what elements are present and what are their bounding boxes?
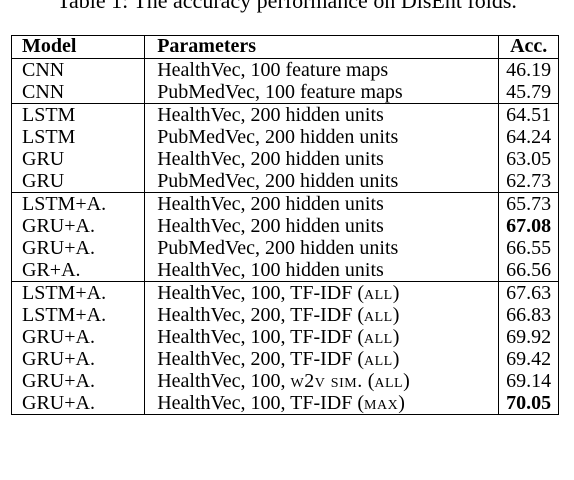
cell-accuracy: 64.24 bbox=[498, 126, 559, 148]
cell-model: GRU+A. bbox=[10, 348, 145, 370]
cell-model: GRU+A. bbox=[10, 237, 145, 259]
cell-parameters: PubMedVec, 200 hidden units bbox=[144, 170, 499, 193]
param-smallcaps: all bbox=[364, 304, 393, 326]
cell-parameters: HealthVec, 200, TF-IDF (all) bbox=[144, 304, 499, 326]
cell-parameters: HealthVec, 100, TF-IDF (all) bbox=[144, 281, 499, 304]
param-text: HealthVec, 200, TF-IDF bbox=[157, 304, 353, 326]
cell-accuracy: 69.14 bbox=[498, 370, 559, 392]
cell-parameters: HealthVec, 200 hidden units bbox=[144, 148, 499, 170]
cell-accuracy: 65.73 bbox=[498, 192, 559, 215]
table-row: GR+A. HealthVec, 100 hidden units 66.56 bbox=[10, 259, 559, 282]
param-smallcaps: all bbox=[364, 348, 393, 370]
table-row: LSTM+A. HealthVec, 200, TF-IDF (all) 66.… bbox=[10, 304, 559, 326]
cell-parameters: PubMedVec, 200 hidden units bbox=[144, 237, 499, 259]
table-row: GRU+A. HealthVec, 100, TF-IDF (max) 70.0… bbox=[10, 392, 559, 415]
table-caption: Table 1: The accuracy performance on Dis… bbox=[57, 0, 517, 13]
cell-parameters: HealthVec, 100 feature maps bbox=[144, 58, 499, 81]
cell-parameters: PubMedVec, 100 feature maps bbox=[144, 81, 499, 104]
table-row: CNN PubMedVec, 100 feature maps 45.79 bbox=[10, 81, 559, 104]
cell-model: GRU+A. bbox=[10, 215, 145, 237]
table-row: GRU PubMedVec, 200 hidden units 62.73 bbox=[10, 170, 559, 193]
cell-accuracy-best: 70.05 bbox=[498, 392, 559, 415]
cell-accuracy: 63.05 bbox=[498, 148, 559, 170]
results-table: Model Parameters Acc. CNN HealthVec, 100… bbox=[10, 35, 559, 415]
table-row: LSTM HealthVec, 200 hidden units 64.51 bbox=[10, 103, 559, 126]
cell-model: GR+A. bbox=[10, 259, 145, 282]
table-row: CNN HealthVec, 100 feature maps 46.19 bbox=[10, 58, 559, 81]
cell-model: GRU+A. bbox=[10, 392, 145, 415]
cell-accuracy: 45.79 bbox=[498, 81, 559, 104]
cell-parameters: HealthVec, 100, TF-IDF (all) bbox=[144, 326, 499, 348]
table-row: GRU+A. PubMedVec, 200 hidden units 66.55 bbox=[10, 237, 559, 259]
param-text: HealthVec, 100, bbox=[157, 370, 286, 392]
cell-accuracy: 46.19 bbox=[498, 58, 559, 81]
cell-model: LSTM+A. bbox=[10, 281, 145, 304]
cell-accuracy: 69.92 bbox=[498, 326, 559, 348]
cell-model: GRU bbox=[10, 148, 145, 170]
header-parameters: Parameters bbox=[144, 35, 499, 59]
cell-model: LSTM bbox=[10, 126, 145, 148]
cell-parameters: HealthVec, 200, TF-IDF (all) bbox=[144, 348, 499, 370]
cell-model: GRU+A. bbox=[10, 326, 145, 348]
param-smallcaps: all bbox=[364, 326, 393, 348]
table-row: GRU+A. HealthVec, 200 hidden units 67.08 bbox=[10, 215, 559, 237]
header-accuracy: Acc. bbox=[498, 35, 559, 59]
cell-model: LSTM+A. bbox=[10, 192, 145, 215]
cell-parameters: PubMedVec, 200 hidden units bbox=[144, 126, 499, 148]
param-text: HealthVec, 100, TF-IDF bbox=[157, 326, 353, 348]
header-model: Model bbox=[10, 35, 145, 59]
table-header-row: Model Parameters Acc. bbox=[10, 35, 559, 59]
param-text: HealthVec, 200, TF-IDF bbox=[157, 348, 353, 370]
cell-accuracy: 69.42 bbox=[498, 348, 559, 370]
param-smallcaps: w2v sim. bbox=[290, 370, 363, 392]
table-row: LSTM+A. HealthVec, 200 hidden units 65.7… bbox=[10, 192, 559, 215]
cell-accuracy: 66.83 bbox=[498, 304, 559, 326]
table-row: LSTM+A. HealthVec, 100, TF-IDF (all) 67.… bbox=[10, 281, 559, 304]
cell-model: LSTM bbox=[10, 103, 145, 126]
param-smallcaps: all bbox=[364, 282, 393, 304]
table-row: GRU+A. HealthVec, 100, TF-IDF (all) 69.9… bbox=[10, 326, 559, 348]
param-smallcaps: max bbox=[364, 392, 399, 414]
cell-model: LSTM+A. bbox=[10, 304, 145, 326]
cell-accuracy: 62.73 bbox=[498, 170, 559, 193]
cell-parameters: HealthVec, 100, TF-IDF (max) bbox=[144, 392, 499, 415]
cell-parameters: HealthVec, 100 hidden units bbox=[144, 259, 499, 282]
cell-model: CNN bbox=[10, 58, 145, 81]
cell-parameters: HealthVec, 100, w2v sim. (all) bbox=[144, 370, 499, 392]
cell-model: GRU bbox=[10, 170, 145, 193]
param-text: HealthVec, 100, TF-IDF bbox=[157, 282, 353, 304]
cell-accuracy: 67.63 bbox=[498, 281, 559, 304]
param-text: HealthVec, 100, TF-IDF bbox=[157, 392, 353, 414]
cell-model: CNN bbox=[10, 81, 145, 104]
table-row: LSTM PubMedVec, 200 hidden units 64.24 bbox=[10, 126, 559, 148]
table-row: GRU HealthVec, 200 hidden units 63.05 bbox=[10, 148, 559, 170]
cell-accuracy-best: 67.08 bbox=[498, 215, 559, 237]
cell-accuracy: 66.56 bbox=[498, 259, 559, 282]
param-smallcaps: all bbox=[374, 370, 404, 392]
cell-parameters: HealthVec, 200 hidden units bbox=[144, 215, 499, 237]
cell-parameters: HealthVec, 200 hidden units bbox=[144, 103, 499, 126]
table-row: GRU+A. HealthVec, 200, TF-IDF (all) 69.4… bbox=[10, 348, 559, 370]
cell-model: GRU+A. bbox=[10, 370, 145, 392]
cell-accuracy: 64.51 bbox=[498, 103, 559, 126]
cell-parameters: HealthVec, 200 hidden units bbox=[144, 192, 499, 215]
cell-accuracy: 66.55 bbox=[498, 237, 559, 259]
table-row: GRU+A. HealthVec, 100, w2v sim. (all) 69… bbox=[10, 370, 559, 392]
